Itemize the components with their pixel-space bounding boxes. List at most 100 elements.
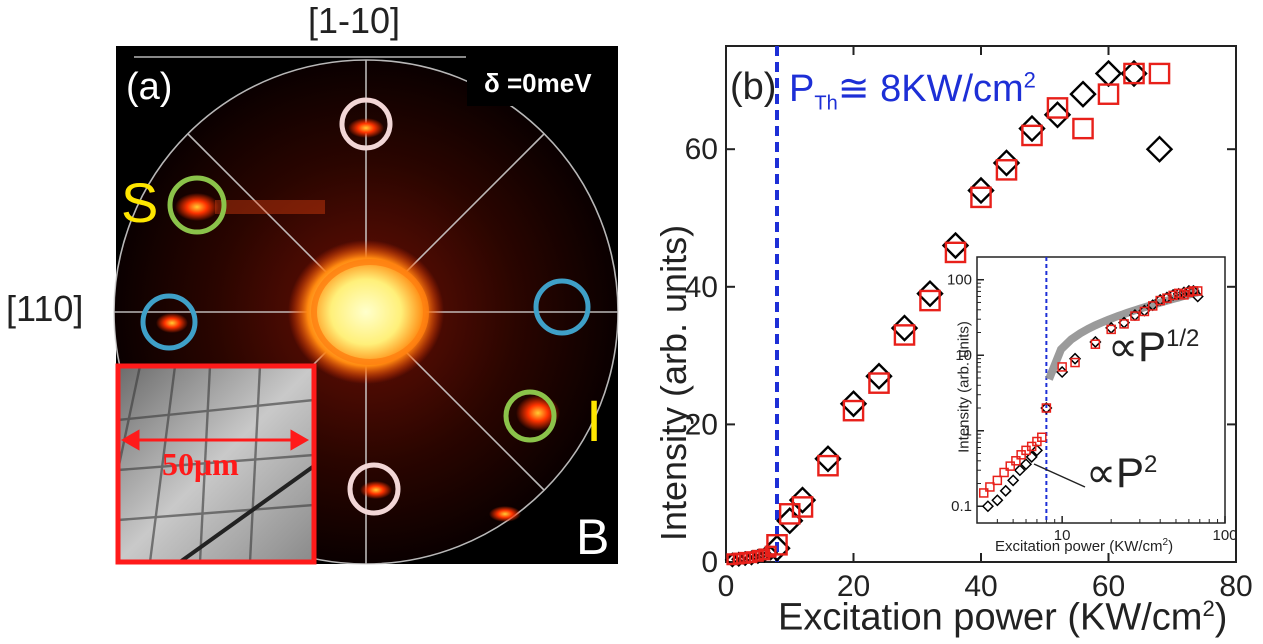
inset-point-square bbox=[1179, 290, 1189, 300]
panel-b-label: (b) bbox=[730, 66, 777, 108]
inset-point-square bbox=[992, 475, 1003, 486]
inset-y-axis-label: Intensity (arb. units) bbox=[955, 321, 973, 453]
inset-point-diamond bbox=[1007, 474, 1020, 487]
threshold-p: P bbox=[789, 68, 815, 110]
annotation-arrow bbox=[1033, 463, 1086, 488]
main-point-square bbox=[726, 553, 739, 566]
inset-point-square bbox=[1070, 357, 1080, 368]
main-point-diamond bbox=[967, 176, 995, 205]
circle-bottom bbox=[347, 462, 401, 516]
inset-point-diamond bbox=[999, 484, 1012, 497]
main-point-diamond bbox=[890, 314, 919, 342]
main-x-tick-label: 40 bbox=[964, 570, 997, 603]
inset-x-tick-label: 100 bbox=[1212, 527, 1237, 544]
main-point-square bbox=[745, 551, 758, 564]
main-xlabel-sup: 2 bbox=[1202, 596, 1215, 621]
main-y-tick-label: 20 bbox=[685, 408, 718, 441]
main-point-diamond bbox=[916, 279, 944, 308]
main-point-square bbox=[919, 289, 941, 312]
inset-x-tick-label: 10 bbox=[1054, 527, 1071, 544]
threshold-rest: ≅ 8KW/cm bbox=[837, 68, 1024, 110]
main-point-square bbox=[1072, 117, 1094, 140]
annotation-p-square-text: ∝P bbox=[1086, 449, 1145, 496]
inset-point-square bbox=[1130, 311, 1140, 321]
inset-point-diamond bbox=[981, 500, 994, 513]
inset-point-square bbox=[999, 467, 1009, 478]
direction-top-label: [1-10] bbox=[308, 0, 401, 41]
direction-left-label: [110] bbox=[6, 288, 84, 329]
main-point-diamond bbox=[865, 362, 893, 390]
main-point-square bbox=[995, 159, 1018, 181]
letter-i: I bbox=[586, 389, 603, 454]
main-x-axis-label: Excitation power (KW/cm2) bbox=[778, 596, 1227, 640]
main-point-diamond bbox=[814, 445, 842, 473]
inset-y-tick-label: 10 bbox=[955, 347, 972, 364]
main-point-square bbox=[751, 549, 764, 562]
threshold-label: PTh≅ 8KW/cm2 bbox=[789, 66, 1036, 116]
main-x-tick-label: 60 bbox=[1092, 570, 1125, 603]
main-point-diamond bbox=[1043, 101, 1072, 129]
main-point-diamond bbox=[1145, 135, 1174, 163]
circle-left bbox=[140, 293, 198, 351]
inset-point-square bbox=[1057, 362, 1067, 372]
inset-point-square bbox=[1168, 290, 1178, 301]
spot-circles bbox=[140, 97, 591, 516]
inset-point-square bbox=[1155, 295, 1165, 306]
letter-s: S bbox=[121, 171, 159, 234]
main-point-square bbox=[1123, 62, 1145, 85]
main-point-square bbox=[732, 552, 745, 565]
circle-right bbox=[533, 278, 591, 336]
detuning-box bbox=[467, 60, 613, 106]
main-point-diamond bbox=[788, 486, 817, 514]
inset-point-square bbox=[1041, 403, 1052, 413]
inset-plot-frame bbox=[976, 256, 1226, 524]
main-point-square bbox=[791, 496, 814, 518]
annotation-p-half: ∝P1/2 bbox=[1108, 322, 1199, 371]
main-x-tick-label: 0 bbox=[718, 570, 735, 603]
panel-a-label: (a) bbox=[126, 66, 173, 108]
inset-point-square bbox=[1174, 288, 1184, 299]
threshold-sup: 2 bbox=[1023, 67, 1036, 93]
inset-point-square bbox=[1147, 301, 1158, 311]
main-point-square bbox=[1097, 83, 1120, 105]
inset-point-diamond bbox=[1013, 464, 1026, 477]
inset-y-tick-label: 1 bbox=[964, 423, 972, 440]
inset-point-square bbox=[1192, 286, 1203, 296]
scale-bar-label: 50μm bbox=[162, 446, 239, 482]
annotation-p-square-sup: 2 bbox=[1144, 451, 1158, 478]
main-point-diamond bbox=[839, 390, 868, 418]
inset-frame bbox=[115, 363, 317, 565]
main-x-tick-label: 80 bbox=[1219, 570, 1252, 603]
real-space-inset bbox=[115, 363, 317, 565]
main-y-tick-label: 60 bbox=[685, 133, 718, 166]
main-point-square bbox=[739, 551, 752, 564]
inset-point-square bbox=[1106, 324, 1116, 335]
main-point-square bbox=[1148, 62, 1171, 85]
inset-x-axis-label: Excitation power (KW/cm2) bbox=[995, 537, 1173, 555]
main-point-square bbox=[778, 503, 801, 525]
scale-bar-arrow bbox=[120, 429, 310, 451]
inset-point-square bbox=[1037, 432, 1047, 443]
main-point-square bbox=[868, 372, 890, 394]
main-point-square bbox=[893, 324, 916, 346]
inset-point-square bbox=[1119, 319, 1129, 329]
main-point-diamond bbox=[1120, 59, 1148, 88]
main-point-square bbox=[1021, 124, 1043, 147]
main-point-square bbox=[764, 545, 777, 558]
main-point-square bbox=[970, 186, 992, 209]
main-point-square bbox=[766, 534, 788, 556]
emission-spots bbox=[156, 118, 560, 522]
inset-xlabel-sup: 2 bbox=[1162, 537, 1169, 548]
circle-s bbox=[167, 175, 227, 235]
main-point-square bbox=[817, 454, 839, 477]
inset-point-diamond bbox=[1068, 352, 1082, 365]
main-point-square bbox=[1046, 97, 1069, 119]
inset-xlabel-end: ) bbox=[1168, 538, 1174, 555]
main-point-diamond bbox=[763, 534, 791, 562]
inset-point-square bbox=[1139, 306, 1150, 317]
main-point-diamond bbox=[941, 231, 970, 260]
inset-point-square bbox=[1162, 293, 1172, 303]
main-point-diamond bbox=[992, 149, 1021, 177]
